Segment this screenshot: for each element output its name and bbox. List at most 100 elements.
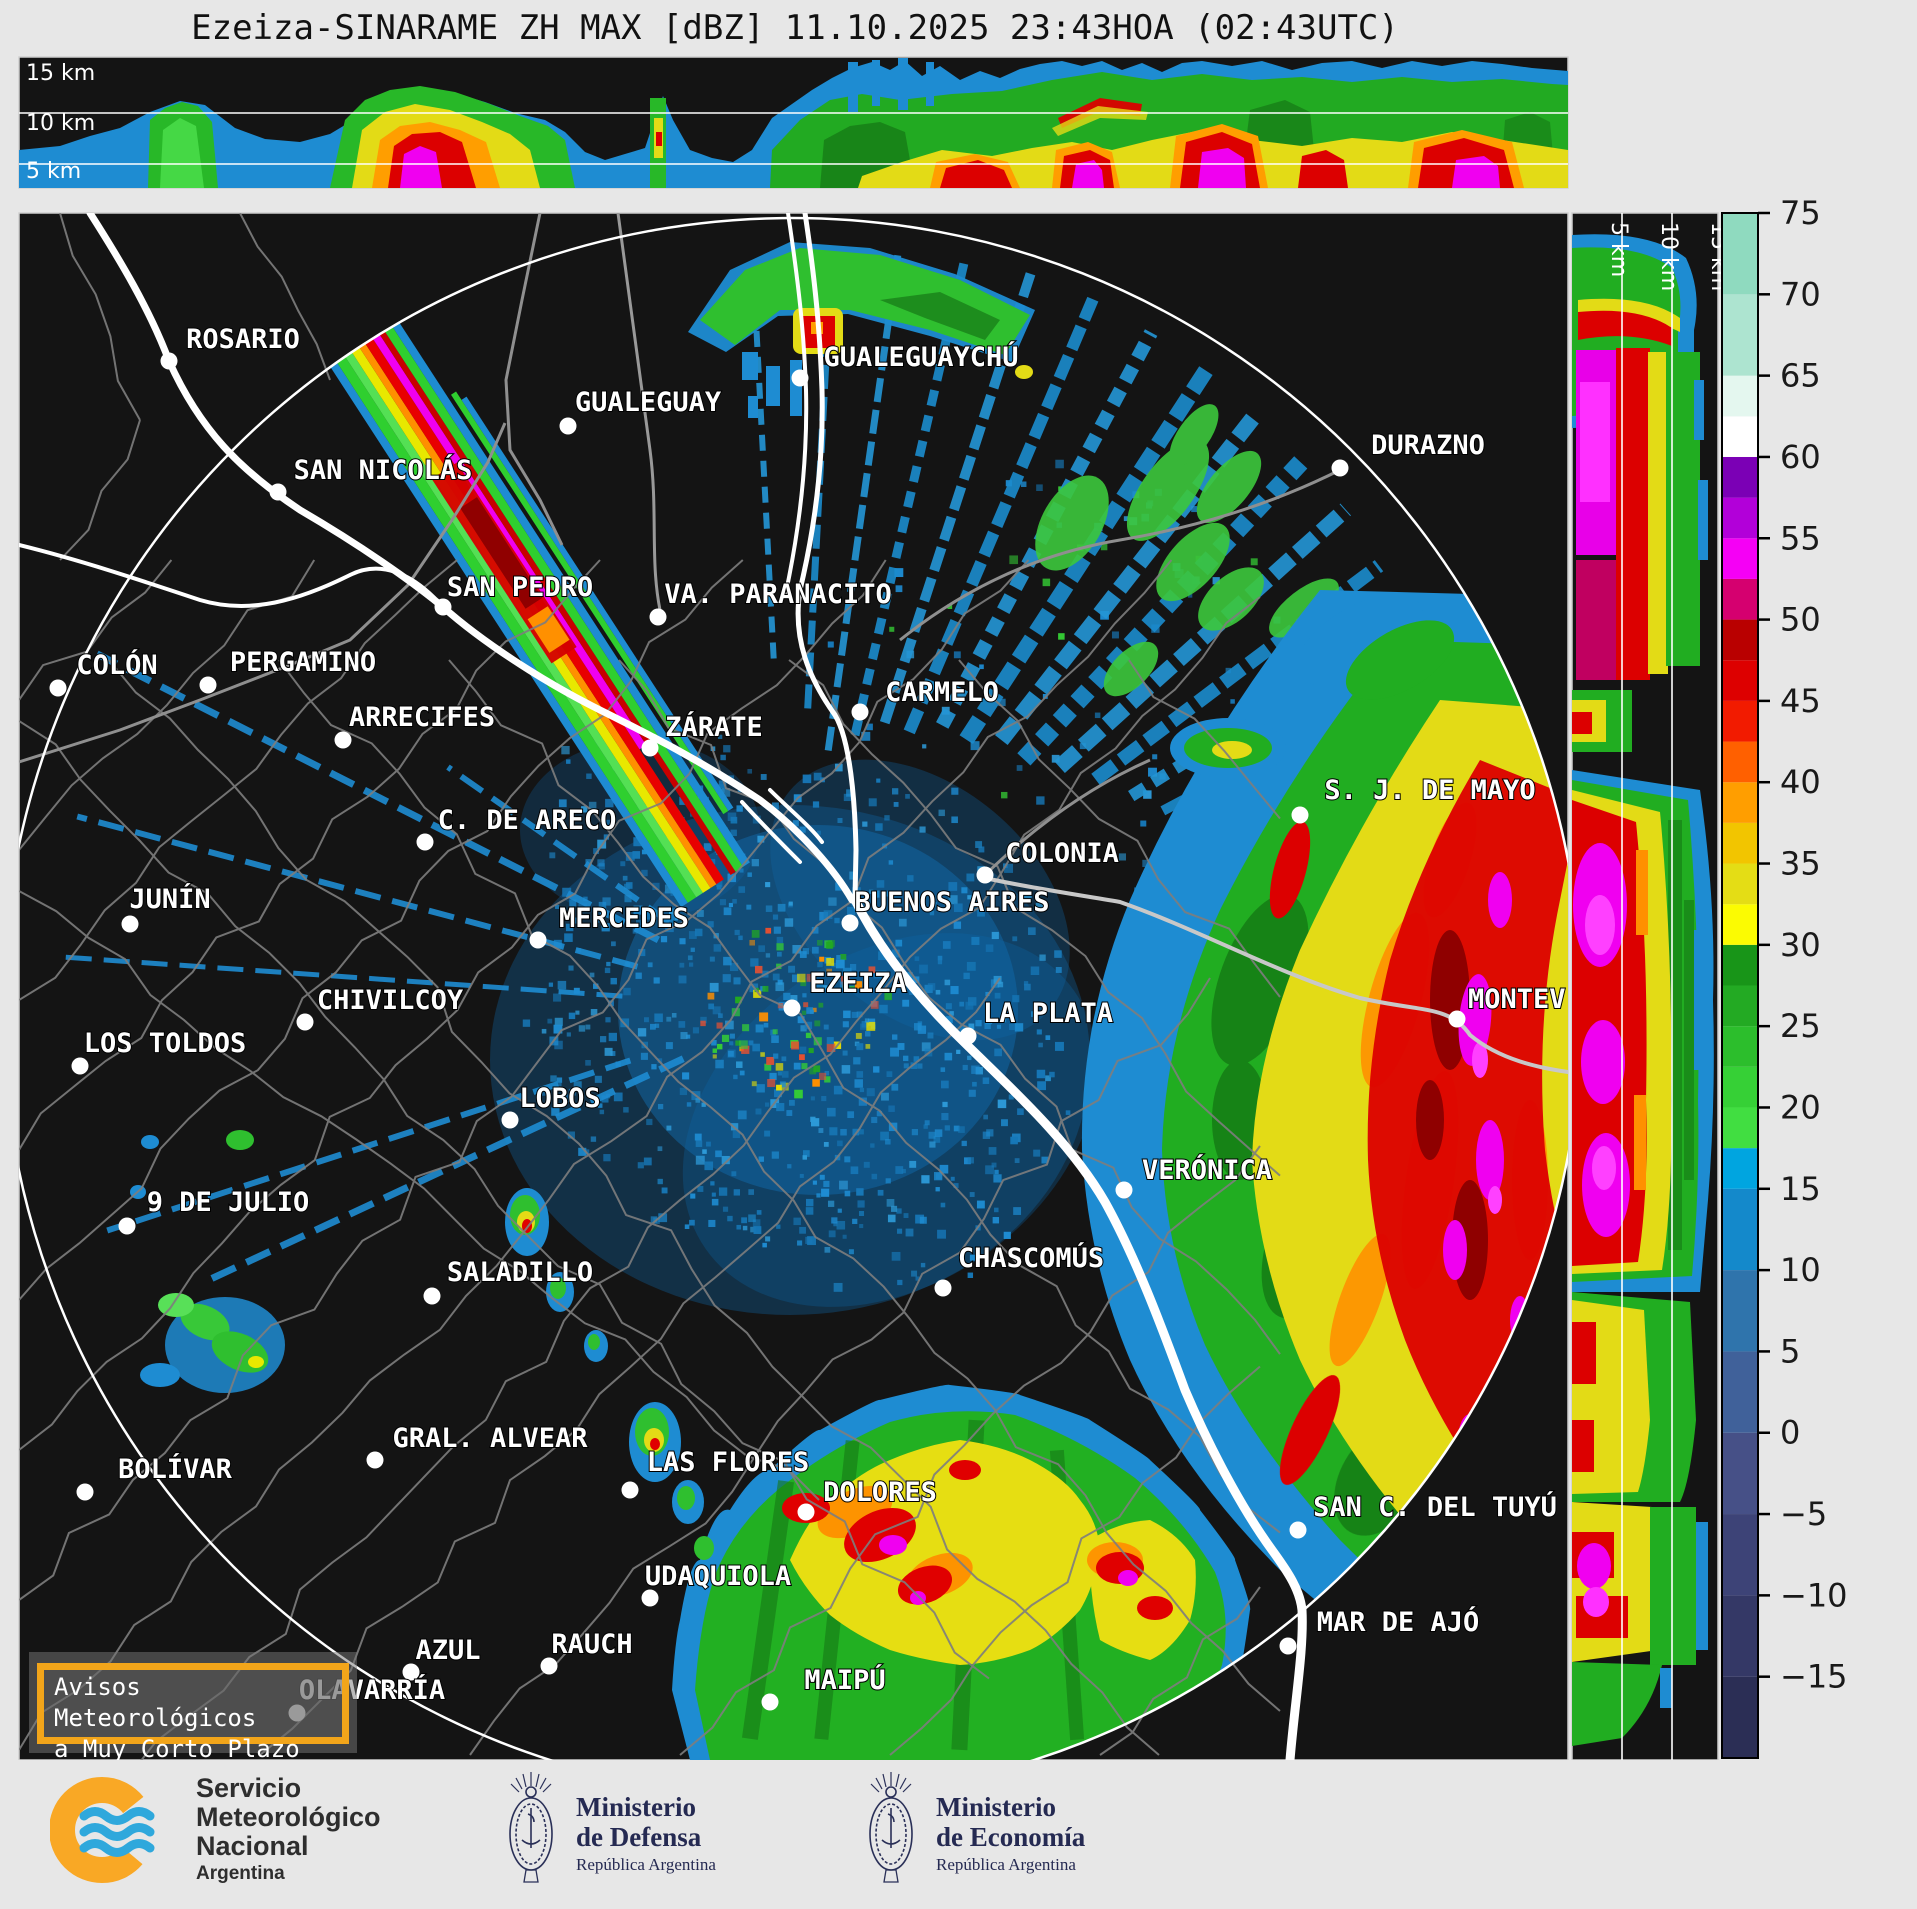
city-label: ARRECIFES <box>349 702 495 733</box>
city-label: EZEIZA <box>809 968 907 999</box>
city-dot <box>71 1057 89 1075</box>
interference-ray <box>63 954 623 999</box>
coat-of-arms-icon <box>509 1772 553 1883</box>
city-dot <box>959 1027 977 1045</box>
city-label: MONTEV <box>1468 984 1566 1015</box>
colorbar-tick-label: −15 <box>1780 1658 1848 1696</box>
smn-logo-block: Servicio Meteorológico Nacional Argentin… <box>50 1774 381 1885</box>
city-dot <box>434 598 452 616</box>
colorbar-segment <box>1722 1026 1758 1067</box>
warning-line1: Avisos Meteorológicos <box>54 1673 257 1732</box>
warning-badge-halo: Avisos Meteorológicos a Muy Corto Plazo <box>29 1652 357 1763</box>
ministry-economia-line1: Ministerio <box>936 1791 1056 1822</box>
city-dot <box>529 931 547 949</box>
city-label: C. DE ARECO <box>438 805 617 836</box>
city-label: LOS TOLDOS <box>84 1028 247 1059</box>
interference-ray <box>106 1057 632 1234</box>
city-label: COLONIA <box>1005 838 1119 869</box>
city-label: BUENOS AIRES <box>854 887 1049 918</box>
city-label: SAN NICOLÁS <box>294 454 473 486</box>
interference-ray <box>959 366 1213 744</box>
city-label: UDAQUIOLA <box>645 1561 791 1592</box>
page-title: Ezeiza-SINARAME ZH MAX [dBZ] 11.10.2025 … <box>191 8 1399 48</box>
colorbar-segment <box>1722 294 1758 376</box>
city-label: LA PLATA <box>983 998 1113 1029</box>
interference-ray <box>446 764 671 925</box>
city-dot <box>641 1589 659 1607</box>
main-map: ROSARIO GUALEGUAYCHÚ GUALEGUAY SAN NICOLÁS D… <box>18 212 1569 1761</box>
colorbar-segment <box>1722 619 1758 661</box>
interference-ray <box>995 408 1264 746</box>
city-dot <box>416 833 434 851</box>
city-dot <box>296 1013 314 1031</box>
colorbar-segment <box>1722 1351 1758 1433</box>
city-label: MAR DE AJÓ <box>1317 1606 1480 1638</box>
admin-boundaries <box>19 213 1281 1760</box>
warning-badge[interactable]: Avisos Meteorológicos a Muy Corto Plazo <box>37 1663 349 1763</box>
smn-name-3: Nacional <box>196 1831 309 1861</box>
smn-country: Argentina <box>196 1863 285 1884</box>
colorbar-segment <box>1722 1148 1758 1189</box>
city-label: COLÓN <box>76 649 157 681</box>
province-borders <box>19 213 1341 882</box>
ministry-economia-line2: de Economía <box>936 1821 1086 1852</box>
ministry-economia-subtitle: República Argentina <box>936 1854 1076 1874</box>
colorbar-segment <box>1722 1676 1758 1758</box>
colorbar-segment <box>1722 1066 1758 1108</box>
height-label: 15 km <box>26 61 95 86</box>
colorbar-tick-label: 45 <box>1780 682 1821 720</box>
city-label: LAS FLORES <box>647 1447 810 1478</box>
city-dot <box>1291 806 1309 824</box>
colorbar-segment <box>1722 700 1758 742</box>
nw-spike <box>280 264 750 908</box>
city-label: SAN C. DEL TUYÚ <box>1313 1491 1557 1523</box>
city-label: CHIVILCOY <box>317 985 464 1016</box>
city-dot <box>783 999 801 1017</box>
colorbar-tick-label: 5 <box>1780 1332 1800 1370</box>
city-label: GRAL. ALVEAR <box>392 1423 588 1454</box>
height-label: 5 km <box>26 159 81 184</box>
colorbar-tick-label: 20 <box>1780 1088 1821 1126</box>
city-dot <box>501 1111 519 1129</box>
colorbar-tick-label: 0 <box>1780 1414 1800 1452</box>
city-label: S. J. DE MAYO <box>1324 775 1535 806</box>
colorbar-tick-label: 75 <box>1780 194 1821 232</box>
colorbar-segment <box>1722 904 1758 945</box>
colorbar-segment <box>1722 1432 1758 1515</box>
city-dot <box>797 1503 815 1521</box>
city-labels: ROSARIO GUALEGUAYCHÚ GUALEGUAY SAN NICOLÁS D… <box>49 323 1567 1722</box>
colorbar-segment <box>1722 416 1758 457</box>
small-cells <box>130 1130 714 1560</box>
city-label: GUALEGUAY <box>575 387 722 418</box>
city-dot <box>366 1451 384 1469</box>
city-label: CARMELO <box>885 677 999 708</box>
city-dot <box>121 915 139 933</box>
colorbar-tick-label: 55 <box>1780 519 1821 557</box>
colorbar-tick-label: 50 <box>1780 601 1821 639</box>
city-dot <box>402 1663 420 1681</box>
coat-of-arms-icon <box>869 1772 913 1883</box>
colorbar-tick-label: 35 <box>1780 845 1821 883</box>
colorbar-segment <box>1722 660 1758 701</box>
city-label: AZUL <box>415 1635 480 1666</box>
ministry-defensa-block: Ministerio de Defensa República Argentin… <box>498 1770 716 1896</box>
city-label: PERGAMINO <box>230 647 376 678</box>
interference-ray <box>1054 503 1351 774</box>
city-dot <box>334 731 352 749</box>
city-label: LOBOS <box>519 1083 600 1114</box>
city-label: CHASCOMÚS <box>958 1242 1104 1274</box>
interference-ray <box>95 650 660 944</box>
city-label: VERÓNICA <box>1142 1154 1272 1186</box>
colorbar-tick-label: 10 <box>1780 1251 1821 1289</box>
colorbar-segment <box>1722 863 1758 905</box>
city-dot <box>851 703 869 721</box>
colorbar-segment <box>1722 538 1758 579</box>
city-dot <box>934 1279 952 1297</box>
city-label: ZÁRATE <box>665 711 763 743</box>
city-label: SALADILLO <box>447 1257 593 1288</box>
interference-ray <box>1017 453 1311 766</box>
city-label: DOLORES <box>823 1477 937 1508</box>
city-dot <box>540 1657 558 1675</box>
city-label: MAIPÚ <box>804 1664 885 1696</box>
